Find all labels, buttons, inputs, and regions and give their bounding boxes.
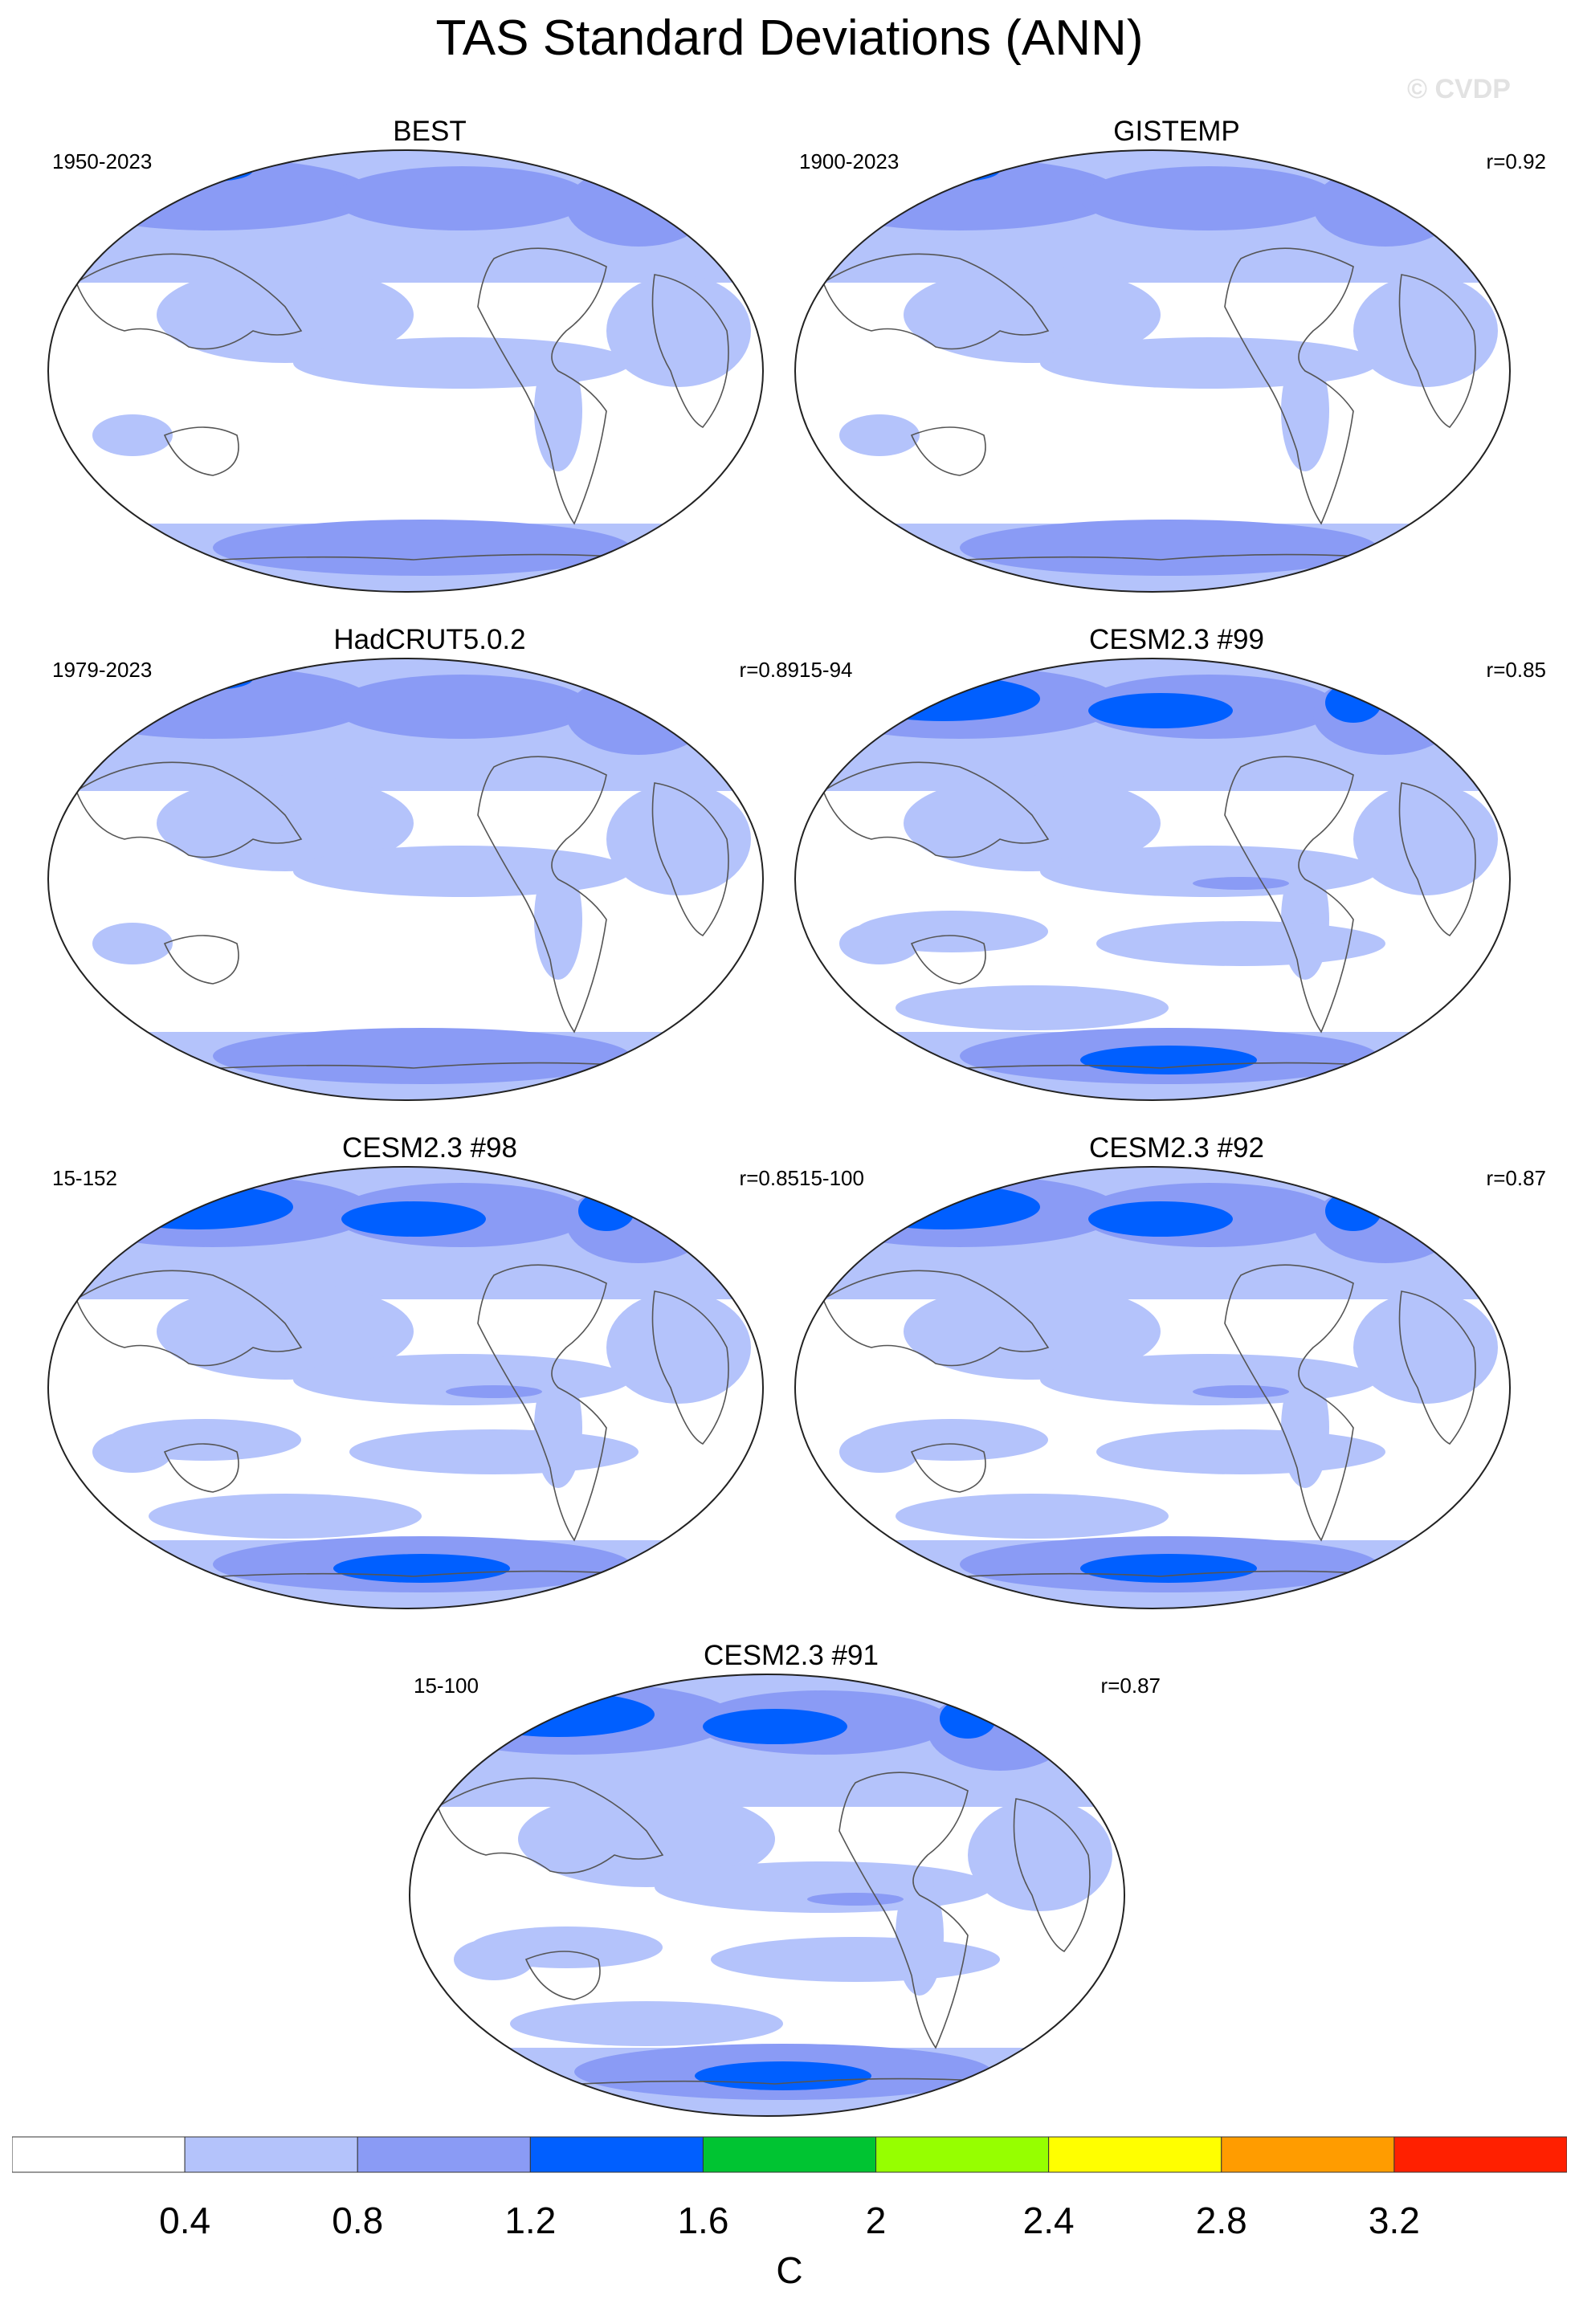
colorbar-bin [529, 2136, 704, 2173]
panel-title: CESM2.3 #99 [1089, 624, 1264, 655]
panel-title: GISTEMP [1113, 116, 1240, 147]
panel-title: CESM2.3 #98 [342, 1132, 517, 1164]
colorbar-bin [1393, 2136, 1567, 2173]
figure-title: TAS Standard Deviations (ANN) [435, 10, 1144, 66]
map-panel: HadCRUT5.0.2 1979-2023 r=0.89 [44, 622, 815, 1120]
panel-title: HadCRUT5.0.2 [333, 624, 526, 655]
panel-period: 1900-2023 [799, 149, 900, 173]
panel-period: 15-100 [799, 1166, 864, 1190]
colorbar-tick: 0.4 [159, 2200, 211, 2241]
map-plot [794, 149, 1511, 593]
colorbar-bin [1048, 2136, 1222, 2173]
panel-period: 15-94 [799, 658, 853, 682]
panel-title: CESM2.3 #92 [1089, 1132, 1264, 1164]
panel-correlation: r=0.89 [739, 658, 799, 682]
map-plot [794, 1166, 1511, 1609]
map-plot [47, 149, 764, 593]
panel-period: 15-152 [52, 1166, 117, 1190]
colorbar-bin [12, 2136, 186, 2173]
colorbar [12, 2136, 1567, 2173]
colorbar-tick: 2 [865, 2200, 887, 2241]
colorbar-bin [875, 2136, 1050, 2173]
panel-title: CESM2.3 #91 [704, 1640, 879, 1671]
map-plot [794, 658, 1511, 1101]
panel-period: 1979-2023 [52, 658, 153, 682]
colorbar-tick: 3.2 [1368, 2200, 1420, 2241]
map-panel: CESM2.3 #98 15-152 r=0.85 [44, 1131, 815, 1629]
panel-correlation: r=0.85 [739, 1166, 799, 1190]
panel-correlation: r=0.85 [1486, 658, 1546, 682]
map-plot [47, 1166, 764, 1609]
colorbar-tick: 1.2 [504, 2200, 557, 2241]
map-panel: CESM2.3 #91 15-100 r=0.87 [406, 1638, 1177, 2136]
colorbar-bin [184, 2136, 358, 2173]
panel-correlation: r=0.87 [1100, 1674, 1161, 1698]
colorbar-bin [702, 2136, 877, 2173]
colorbar-tick: 2.8 [1195, 2200, 1247, 2241]
panel-correlation: r=0.92 [1486, 149, 1546, 173]
watermark: © CVDP [1407, 74, 1511, 104]
panel-correlation: r=0.87 [1486, 1166, 1546, 1190]
map-panel: GISTEMP 1900-2023 r=0.92 [791, 114, 1562, 612]
colorbar-tick: 0.8 [332, 2200, 384, 2241]
panel-period: 1950-2023 [52, 149, 153, 173]
map-plot [47, 658, 764, 1101]
map-panel: CESM2.3 #99 15-94 r=0.85 [791, 622, 1562, 1120]
map-panel: CESM2.3 #92 15-100 r=0.87 [791, 1131, 1562, 1629]
colorbar-bin [1221, 2136, 1395, 2173]
colorbar-units: C [776, 2249, 803, 2291]
panel-period: 15-100 [414, 1674, 479, 1698]
colorbar-tick: 1.6 [677, 2200, 729, 2241]
panel-title: BEST [393, 116, 467, 147]
colorbar-bin [357, 2136, 531, 2173]
map-panel: BEST 1950-2023 [44, 114, 815, 612]
map-plot [409, 1674, 1125, 2117]
colorbar-tick: 2.4 [1022, 2200, 1075, 2241]
